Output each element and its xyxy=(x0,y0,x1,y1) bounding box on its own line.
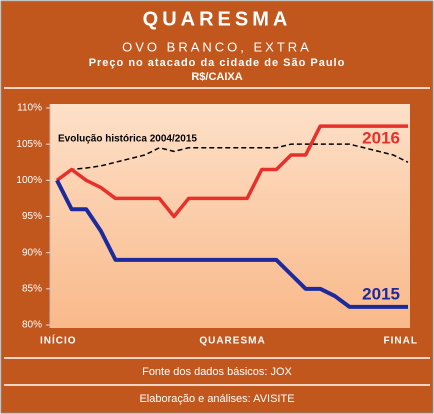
y-tick-label: 85% xyxy=(22,283,42,294)
footer: Elaboração e análises: AVISITE xyxy=(139,393,294,405)
y-tick-label: 90% xyxy=(22,247,42,258)
series-label: Evolução histórica 2004/2015 xyxy=(58,134,197,145)
subtitle: Preço no atacado da cidade de São Paulo xyxy=(89,57,346,69)
x-tick-label: QUARESMA xyxy=(199,336,265,347)
chart-title: QUARESMA xyxy=(143,8,292,30)
y-tick-label: 110% xyxy=(17,103,42,114)
series-line xyxy=(56,143,409,181)
series-line xyxy=(55,179,408,309)
series-label: 2015 xyxy=(362,284,400,303)
y-tick-label: 105% xyxy=(16,139,42,150)
x-tick-label: FINAL xyxy=(384,336,418,347)
y-tick-label: 100% xyxy=(16,175,42,186)
x-tick-label: INÍCIO xyxy=(40,334,77,347)
y-tick-label: 80% xyxy=(22,320,42,331)
plot-area xyxy=(50,104,410,328)
unit: R$/CAIXA xyxy=(191,71,242,83)
series-label: 2016 xyxy=(362,128,400,147)
subtitle: OVO BRANCO, EXTRA xyxy=(122,39,312,54)
footer: Fonte dos dados básicos: JOX xyxy=(142,366,292,378)
y-tick-label: 95% xyxy=(22,211,42,222)
series-line xyxy=(55,124,408,219)
